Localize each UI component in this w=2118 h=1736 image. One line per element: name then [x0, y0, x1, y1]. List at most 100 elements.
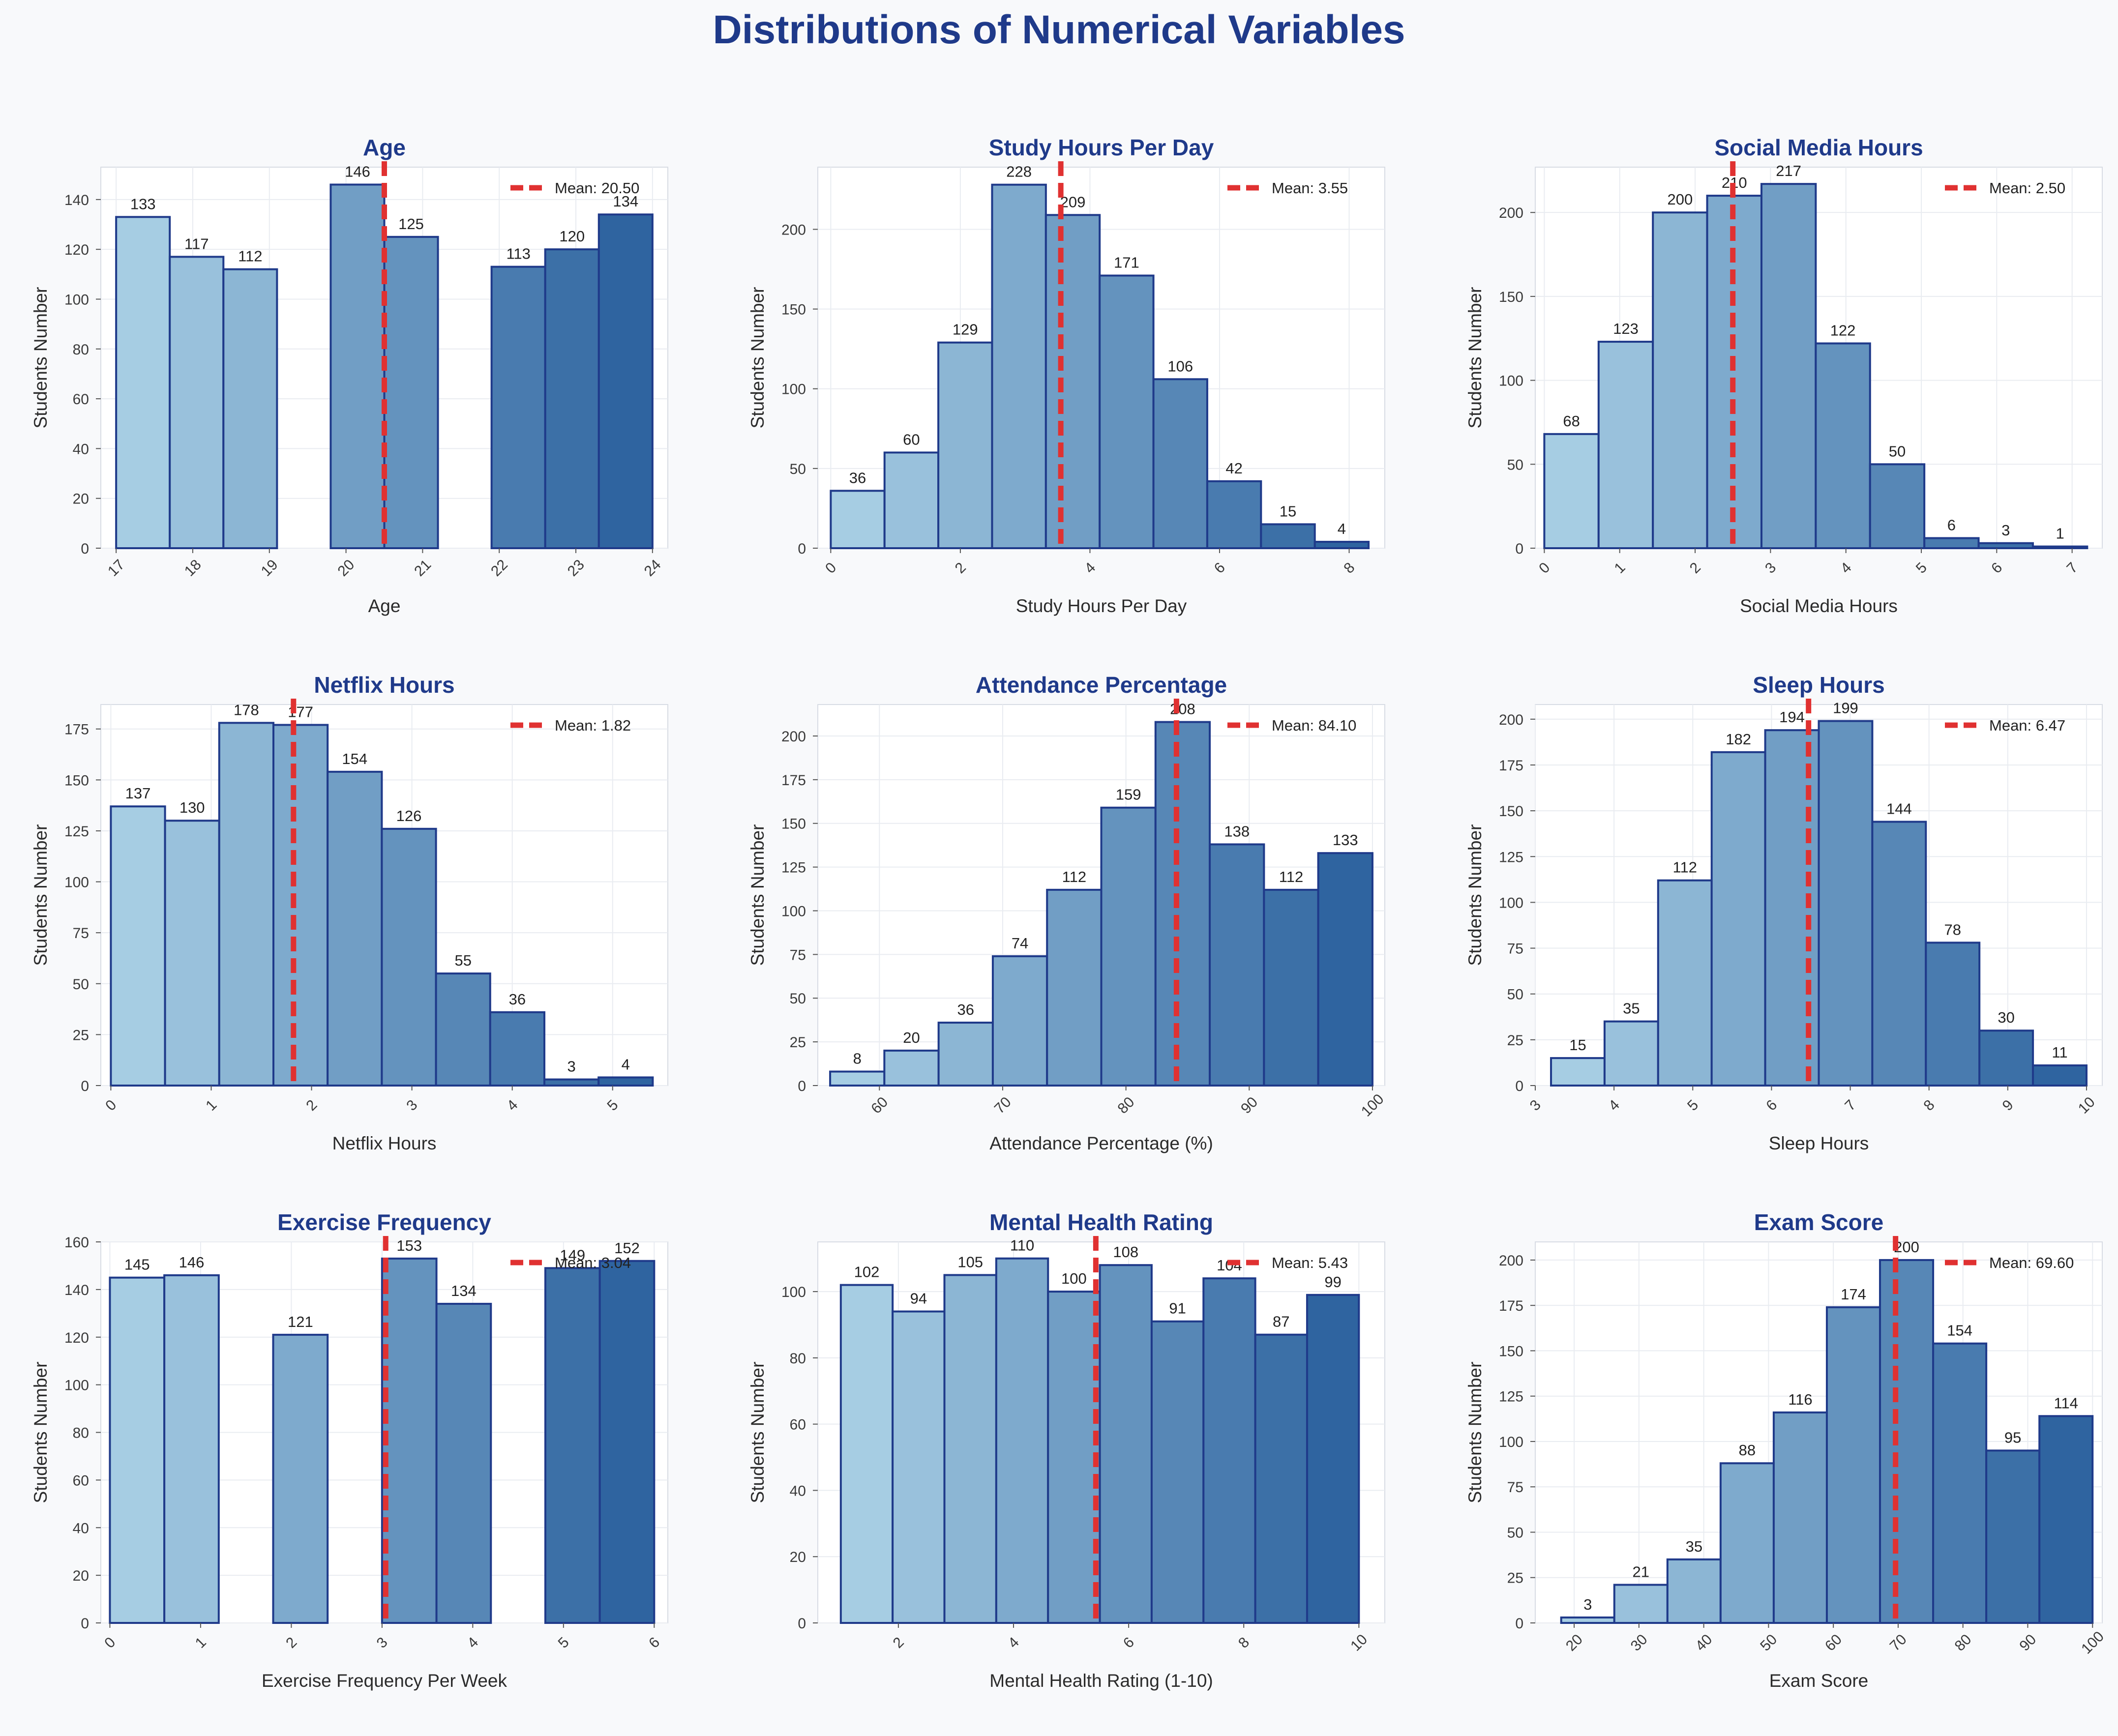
histogram-bar	[2032, 1064, 2088, 1087]
panel-title: Attendance Percentage	[976, 672, 1227, 698]
histogram-bar	[830, 490, 886, 550]
bar-value-label: 106	[1167, 357, 1193, 375]
bar-value-label: 60	[903, 431, 920, 448]
x-tick-label: 20	[334, 557, 358, 580]
y-tick-label: 150	[64, 772, 89, 789]
y-axis-label: Students Number	[747, 287, 768, 429]
histogram-bar	[1317, 852, 1373, 1087]
bar-value-label: 11	[2052, 1044, 2067, 1061]
x-axis-label: Netflix Hours	[332, 1133, 437, 1153]
panel-title: Age	[363, 135, 406, 160]
bar-value-label: 149	[560, 1246, 585, 1264]
x-tick-label: 70	[991, 1094, 1014, 1117]
histogram-bar	[1260, 523, 1316, 549]
histogram-bar	[272, 1333, 329, 1624]
histogram-bar	[2038, 1415, 2094, 1624]
y-tick-label: 0	[81, 541, 89, 557]
y-tick-label: 40	[73, 1520, 89, 1536]
x-tick-label: 8	[1235, 1634, 1253, 1651]
x-tick-label: 8	[1920, 1097, 1938, 1114]
histogram-bar	[1719, 1462, 1775, 1624]
x-tick-label: 100	[2078, 1628, 2107, 1657]
bar-value-label: 112	[1279, 868, 1303, 885]
x-tick-label: 2	[283, 1634, 300, 1651]
histogram-bar	[1932, 1342, 1988, 1624]
x-tick-label: 80	[1115, 1094, 1138, 1117]
x-tick-label: 30	[1628, 1631, 1651, 1654]
histogram-bar	[381, 827, 437, 1087]
x-axis-label: Exam Score	[1769, 1671, 1869, 1691]
bar-value-label: 199	[1833, 700, 1858, 717]
legend: Mean: 6.47	[1945, 717, 2065, 734]
histogram-bar	[109, 1276, 166, 1624]
bar-value-label: 108	[1113, 1243, 1138, 1261]
legend: Mean: 3.04	[510, 1254, 631, 1271]
bar-value-label: 42	[1225, 460, 1242, 477]
y-tick-label: 20	[790, 1549, 806, 1565]
y-tick-label: 120	[64, 242, 89, 258]
legend-label: Mean: 84.10	[1272, 717, 1356, 734]
histogram-bar	[1666, 1558, 1722, 1624]
histogram-bar	[1818, 720, 1874, 1087]
x-tick-label: 4	[1005, 1634, 1022, 1651]
y-tick-label: 175	[1499, 1298, 1523, 1314]
histogram-bar	[598, 1260, 656, 1624]
bar-value-label: 68	[1563, 412, 1580, 430]
x-tick-label: 5	[1684, 1097, 1701, 1114]
legend-label: Mean: 20.50	[555, 179, 639, 197]
x-tick-label: 1	[203, 1097, 220, 1114]
histogram-bar	[1977, 542, 2034, 549]
legend: Mean: 1.82	[510, 717, 631, 734]
histogram-bar	[1154, 721, 1211, 1087]
x-tick-label: 3	[1762, 559, 1779, 577]
bar-value-label: 217	[1776, 162, 1801, 179]
x-tick-label: 22	[488, 557, 511, 580]
y-tick-label: 75	[1507, 941, 1523, 957]
panel-title: Netflix Hours	[314, 672, 454, 698]
x-tick-label: 3	[1527, 1097, 1544, 1114]
histogram-bar	[329, 183, 386, 549]
histogram-bar	[1202, 1277, 1256, 1624]
bar-value-label: 130	[179, 799, 205, 816]
y-tick-label: 100	[64, 1378, 89, 1394]
histogram-bar	[163, 1274, 220, 1624]
panel-title: Exercise Frequency	[277, 1209, 491, 1235]
x-tick-label: 0	[1536, 559, 1553, 577]
y-tick-label: 25	[1507, 1032, 1523, 1049]
histogram-bar	[1099, 1264, 1153, 1624]
histogram-bar	[991, 183, 1047, 550]
bar-value-label: 15	[1280, 502, 1296, 520]
bar-value-label: 134	[613, 193, 638, 210]
bar-value-label: 152	[614, 1239, 640, 1257]
histogram-bar	[169, 256, 225, 549]
y-axis-label: Students Number	[30, 287, 51, 429]
bar-value-label: 3	[567, 1058, 575, 1075]
x-tick-label: 2	[952, 559, 969, 577]
y-tick-label: 0	[1515, 1078, 1523, 1094]
x-tick-label: 23	[565, 557, 588, 580]
bar-value-label: 99	[1324, 1273, 1341, 1291]
legend: Mean: 84.10	[1227, 717, 1356, 734]
histogram-bar	[1652, 211, 1708, 550]
x-tick-label: 4	[1837, 559, 1854, 577]
y-tick-label: 175	[1499, 758, 1523, 774]
y-tick-label: 60	[790, 1417, 806, 1433]
y-axis-label: Students Number	[1465, 1362, 1485, 1503]
panel-title: Sleep Hours	[1753, 672, 1884, 698]
panel-title: Exam Score	[1754, 1209, 1883, 1235]
legend-label: Mean: 2.50	[1989, 179, 2065, 197]
x-tick-label: 60	[1822, 1631, 1845, 1654]
bar-value-label: 55	[454, 952, 471, 969]
x-tick-label: 0	[102, 1097, 119, 1114]
x-tick-label: 1	[192, 1634, 209, 1651]
y-tick-label: 100	[64, 292, 89, 308]
bar-value-label: 208	[1170, 701, 1195, 718]
bar-value-label: 104	[1217, 1257, 1242, 1274]
bar-value-label: 200	[1668, 191, 1693, 208]
x-tick-label: 2	[1687, 559, 1704, 577]
x-tick-label: 50	[1757, 1631, 1780, 1654]
x-tick-label: 100	[1358, 1091, 1387, 1120]
x-tick-label: 70	[1887, 1631, 1910, 1654]
histogram-bar	[1206, 480, 1262, 550]
